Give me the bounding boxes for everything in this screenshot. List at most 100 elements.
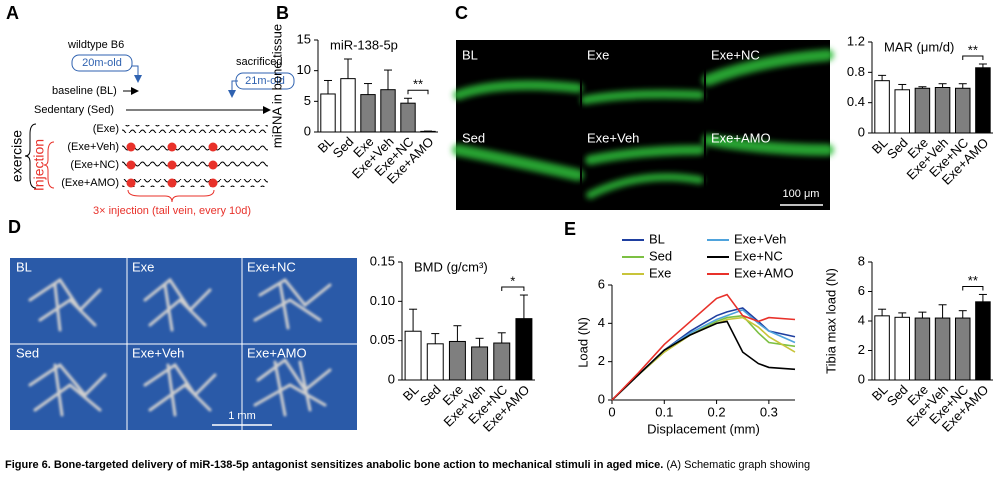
bar bbox=[380, 89, 396, 133]
significance: ** bbox=[968, 273, 978, 288]
x-tick-label: 0.3 bbox=[760, 404, 778, 419]
image-label: Exe+Veh bbox=[587, 130, 639, 145]
brace bbox=[127, 189, 215, 203]
image-label: Sed bbox=[462, 130, 485, 145]
bar bbox=[934, 317, 951, 381]
bar bbox=[320, 93, 336, 133]
bar bbox=[448, 340, 466, 381]
y-tick-label: 0.4 bbox=[847, 94, 865, 109]
x-axis-label: Displacement (mm) bbox=[647, 421, 760, 436]
group: (Exe+NC) bbox=[70, 159, 119, 171]
significance: ** bbox=[413, 77, 423, 92]
wave bbox=[122, 161, 268, 169]
wave bbox=[122, 143, 268, 151]
significance: ** bbox=[968, 42, 978, 57]
bar bbox=[400, 102, 416, 133]
bar bbox=[874, 80, 890, 134]
y-tick-label: 2 bbox=[858, 342, 865, 357]
bar bbox=[493, 342, 511, 381]
scale-label: 1 mm bbox=[228, 410, 256, 422]
y-axis-label: Tibia max load (N) bbox=[823, 268, 838, 374]
y-tick-label: 8 bbox=[858, 253, 865, 268]
chart-title: BMD (g/cm³) bbox=[414, 259, 488, 274]
end-label: sacrificed bbox=[236, 56, 282, 68]
image-label: Sed bbox=[16, 345, 39, 360]
x-tick-label: Sed bbox=[417, 382, 444, 409]
y-tick-label: 6 bbox=[858, 283, 865, 298]
legend-label: Exe+AMO bbox=[734, 265, 794, 280]
y-tick-label: 0 bbox=[388, 371, 395, 386]
image-label: BL bbox=[16, 259, 32, 274]
bar bbox=[360, 94, 376, 133]
x-tick-label: 0 bbox=[608, 404, 615, 419]
brace bbox=[43, 141, 55, 189]
y-axis-label: Load (N) bbox=[575, 317, 590, 368]
micrographs-d: BL Exe Exe+NC Sed Exe+Veh Exe+AMO 1 mm bbox=[10, 258, 357, 430]
y-tick-label: 0.05 bbox=[370, 332, 395, 347]
image-label: Exe+NC bbox=[247, 259, 296, 274]
y-tick-label: 0.10 bbox=[370, 293, 395, 308]
line bbox=[611, 293, 796, 401]
y-tick-label: 0 bbox=[304, 123, 311, 138]
bar bbox=[975, 67, 991, 134]
significance-bracket bbox=[501, 286, 525, 292]
bar bbox=[420, 130, 436, 133]
group: (Exe+Veh) bbox=[67, 141, 119, 153]
bar bbox=[914, 87, 931, 134]
group: (Exe+AMO) bbox=[61, 177, 119, 189]
significance-bracket bbox=[407, 89, 429, 95]
injection-note: 3× injection (tail vein, every 10d) bbox=[93, 205, 251, 217]
line bbox=[611, 320, 796, 401]
y-axis-label: miRNA in bone tissue bbox=[269, 24, 284, 148]
start-age: 20m-old bbox=[82, 57, 122, 69]
y-tick-label: 5 bbox=[304, 93, 311, 108]
legend-label: Exe+NC bbox=[734, 248, 783, 263]
bar bbox=[954, 87, 971, 134]
line bbox=[611, 307, 796, 401]
chart-title: miR-138-5p bbox=[330, 37, 398, 52]
micrographs-c: BL Exe Exe+NC Sed Exe+Veh Exe+AMO 100 μm bbox=[452, 40, 834, 210]
bar bbox=[934, 87, 951, 134]
y-tick-label: 2 bbox=[598, 353, 605, 368]
bar bbox=[340, 78, 356, 133]
group: (Exe) bbox=[93, 123, 119, 135]
image-label: Exe+Veh bbox=[132, 345, 184, 360]
legend-label: Exe+Veh bbox=[734, 231, 786, 246]
y-tick-label: 4 bbox=[598, 315, 605, 330]
y-tick-label: 0 bbox=[858, 124, 865, 139]
bar bbox=[914, 317, 931, 381]
caption: Figure 6. Bone-targeted delivery of miR-… bbox=[5, 459, 810, 471]
image-label: BL bbox=[462, 47, 478, 62]
arrow bbox=[228, 80, 238, 98]
significance-bracket bbox=[962, 55, 984, 60]
legend-label: BL bbox=[649, 231, 665, 246]
y-tick-label: 15 bbox=[297, 31, 311, 46]
group: Sedentary (Sed) bbox=[34, 104, 114, 116]
box bbox=[71, 54, 133, 72]
image-label: Exe bbox=[587, 47, 609, 62]
caption-title: Figure 6. Bone-targeted delivery of miR-… bbox=[5, 459, 663, 471]
y-tick-label: 0.15 bbox=[370, 253, 395, 268]
strain: wildtype B6 bbox=[67, 39, 124, 51]
arrow bbox=[132, 65, 142, 83]
image-label: Exe+NC bbox=[711, 47, 760, 62]
wave bbox=[122, 125, 268, 133]
panel-label: C bbox=[455, 3, 468, 23]
group: baseline (BL) bbox=[52, 85, 117, 97]
image-label: Exe bbox=[132, 259, 154, 274]
panel-label: A bbox=[6, 3, 19, 23]
y-tick-label: 1.2 bbox=[847, 33, 865, 48]
y-tick-label: 0 bbox=[858, 371, 865, 386]
wave bbox=[122, 179, 268, 187]
panel-label: B bbox=[276, 3, 289, 23]
brace bbox=[24, 123, 37, 189]
legend-label: Sed bbox=[649, 248, 672, 263]
schematic: wildtype B6 20m-old sacrificed 21m-old b… bbox=[9, 39, 295, 217]
image-label: Exe+AMO bbox=[711, 130, 771, 145]
bar bbox=[404, 330, 422, 381]
significance-bracket bbox=[962, 285, 984, 291]
y-tick-label: 0 bbox=[598, 391, 605, 406]
bar bbox=[874, 315, 890, 381]
bar bbox=[975, 301, 991, 381]
